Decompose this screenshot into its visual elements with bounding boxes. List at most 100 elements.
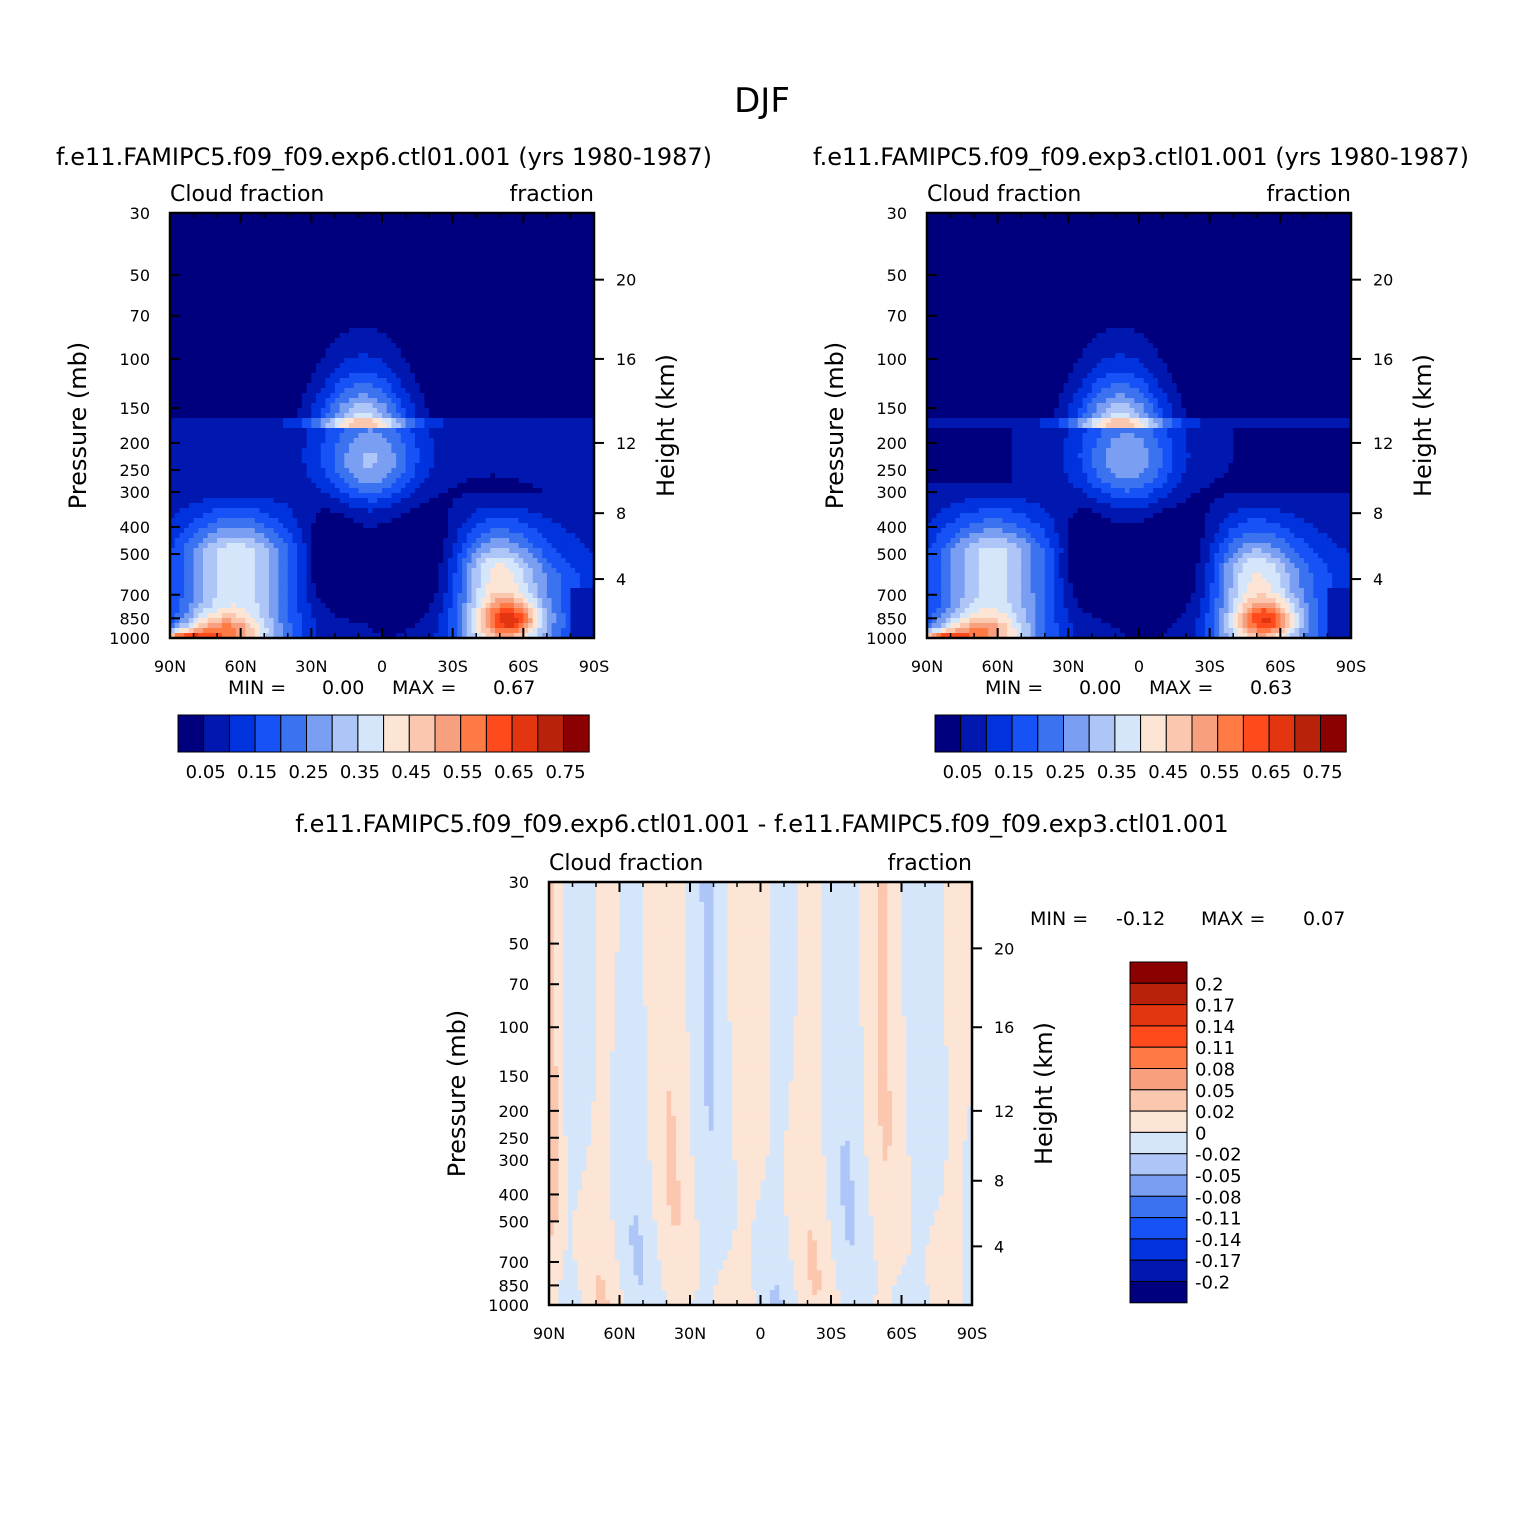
- heatmap-cell: [311, 578, 317, 584]
- heatmap-cell: [202, 243, 209, 249]
- heatmap-cell: [245, 363, 251, 369]
- heatmap-cell: [231, 343, 237, 349]
- heatmap-cell: [386, 593, 393, 599]
- heatmap-cell: [372, 368, 378, 374]
- heatmap-cell: [278, 568, 284, 574]
- heatmap-cell: [273, 458, 279, 464]
- heatmap-cell: [297, 433, 303, 439]
- heatmap-cell: [372, 568, 378, 574]
- heatmap-cell: [264, 253, 270, 259]
- heatmap-cell: [344, 368, 350, 374]
- heatmap-cell: [245, 463, 251, 469]
- heatmap-cell: [179, 513, 185, 519]
- heatmap-cell: [283, 488, 289, 494]
- heatmap-cell: [433, 288, 440, 294]
- heatmap-cell: [217, 233, 223, 239]
- heatmap-cell: [400, 513, 407, 519]
- heatmap-cell: [353, 628, 360, 634]
- heatmap-cell: [287, 438, 294, 444]
- heatmap-cell: [367, 348, 374, 354]
- heatmap-cell: [179, 628, 185, 634]
- heatmap-cell: [231, 518, 237, 524]
- heatmap-cell: [344, 453, 350, 459]
- heatmap-cell: [367, 518, 374, 524]
- heatmap-cell: [386, 328, 393, 334]
- heatmap-cell: [292, 283, 298, 289]
- heatmap-cell: [377, 443, 383, 449]
- heatmap-cell: [235, 438, 242, 444]
- heatmap-cell: [306, 508, 312, 514]
- heatmap-cell: [188, 373, 195, 379]
- heatmap-cell: [405, 518, 411, 524]
- heatmap-cell: [245, 413, 251, 419]
- heatmap-cell: [207, 533, 213, 539]
- heatmap-cell: [212, 213, 218, 219]
- heatmap-cell: [367, 488, 374, 494]
- heatmap-cell: [330, 503, 336, 509]
- heatmap-cell: [278, 443, 284, 449]
- heatmap-cell: [188, 283, 195, 289]
- heatmap-cell: [287, 463, 294, 469]
- heatmap-cell: [372, 363, 378, 369]
- heatmap-cell: [358, 483, 364, 489]
- heatmap-cell: [414, 423, 421, 429]
- heatmap-cell: [268, 428, 275, 434]
- heatmap-cell: [221, 273, 228, 279]
- heatmap-cell: [174, 503, 181, 509]
- heatmap-cell: [424, 263, 430, 269]
- heatmap-cell: [391, 578, 397, 584]
- heatmap-cell: [193, 613, 199, 619]
- heatmap-cell: [193, 298, 199, 304]
- heatmap-cell: [287, 578, 294, 584]
- heatmap-cell: [330, 458, 336, 464]
- heatmap-cell: [363, 408, 369, 414]
- heatmap-cell: [367, 318, 374, 324]
- heatmap-cell: [184, 423, 190, 429]
- heatmap-cell: [231, 333, 237, 339]
- heatmap-cell: [170, 563, 176, 569]
- heatmap-cell: [170, 373, 176, 379]
- heatmap-cell: [358, 273, 364, 279]
- heatmap-cell: [301, 328, 308, 334]
- heatmap-cell: [188, 338, 195, 344]
- heatmap-cell: [386, 513, 393, 519]
- heatmap-cell: [278, 363, 284, 369]
- heatmap-cell: [212, 433, 218, 439]
- heatmap-cell: [339, 363, 345, 369]
- heatmap-cell: [202, 418, 209, 424]
- heatmap-cell: [400, 543, 407, 549]
- heatmap-cell: [240, 303, 246, 309]
- heatmap-cell: [278, 468, 284, 474]
- heatmap-cell: [179, 433, 185, 439]
- heatmap-cell: [217, 383, 223, 389]
- heatmap-cell: [268, 488, 275, 494]
- heatmap-cell: [297, 403, 303, 409]
- heatmap-cell: [400, 273, 407, 279]
- heatmap-cell: [363, 293, 369, 299]
- heatmap-cell: [424, 523, 430, 529]
- heatmap-cell: [301, 298, 308, 304]
- heatmap-cell: [443, 463, 449, 469]
- heatmap-cell: [202, 548, 209, 554]
- heatmap-cell: [349, 323, 355, 329]
- heatmap-cell: [259, 428, 265, 434]
- heatmap-cell: [377, 493, 383, 499]
- heatmap-cell: [278, 428, 284, 434]
- heatmap-cell: [396, 548, 402, 554]
- heatmap-cell: [382, 233, 388, 239]
- heatmap-cell: [212, 458, 218, 464]
- heatmap-cell: [419, 263, 425, 269]
- heatmap-cell: [372, 608, 378, 614]
- heatmap-cell: [287, 428, 294, 434]
- heatmap-cell: [311, 508, 317, 514]
- heatmap-cell: [424, 283, 430, 289]
- heatmap-cell: [382, 548, 388, 554]
- heatmap-cell: [287, 453, 294, 459]
- heatmap-cell: [259, 613, 265, 619]
- heatmap-cell: [231, 533, 237, 539]
- heatmap-cell: [424, 383, 430, 389]
- heatmap-cell: [207, 558, 213, 564]
- heatmap-cell: [273, 428, 279, 434]
- heatmap-cell: [358, 293, 364, 299]
- heatmap-cell: [400, 258, 407, 264]
